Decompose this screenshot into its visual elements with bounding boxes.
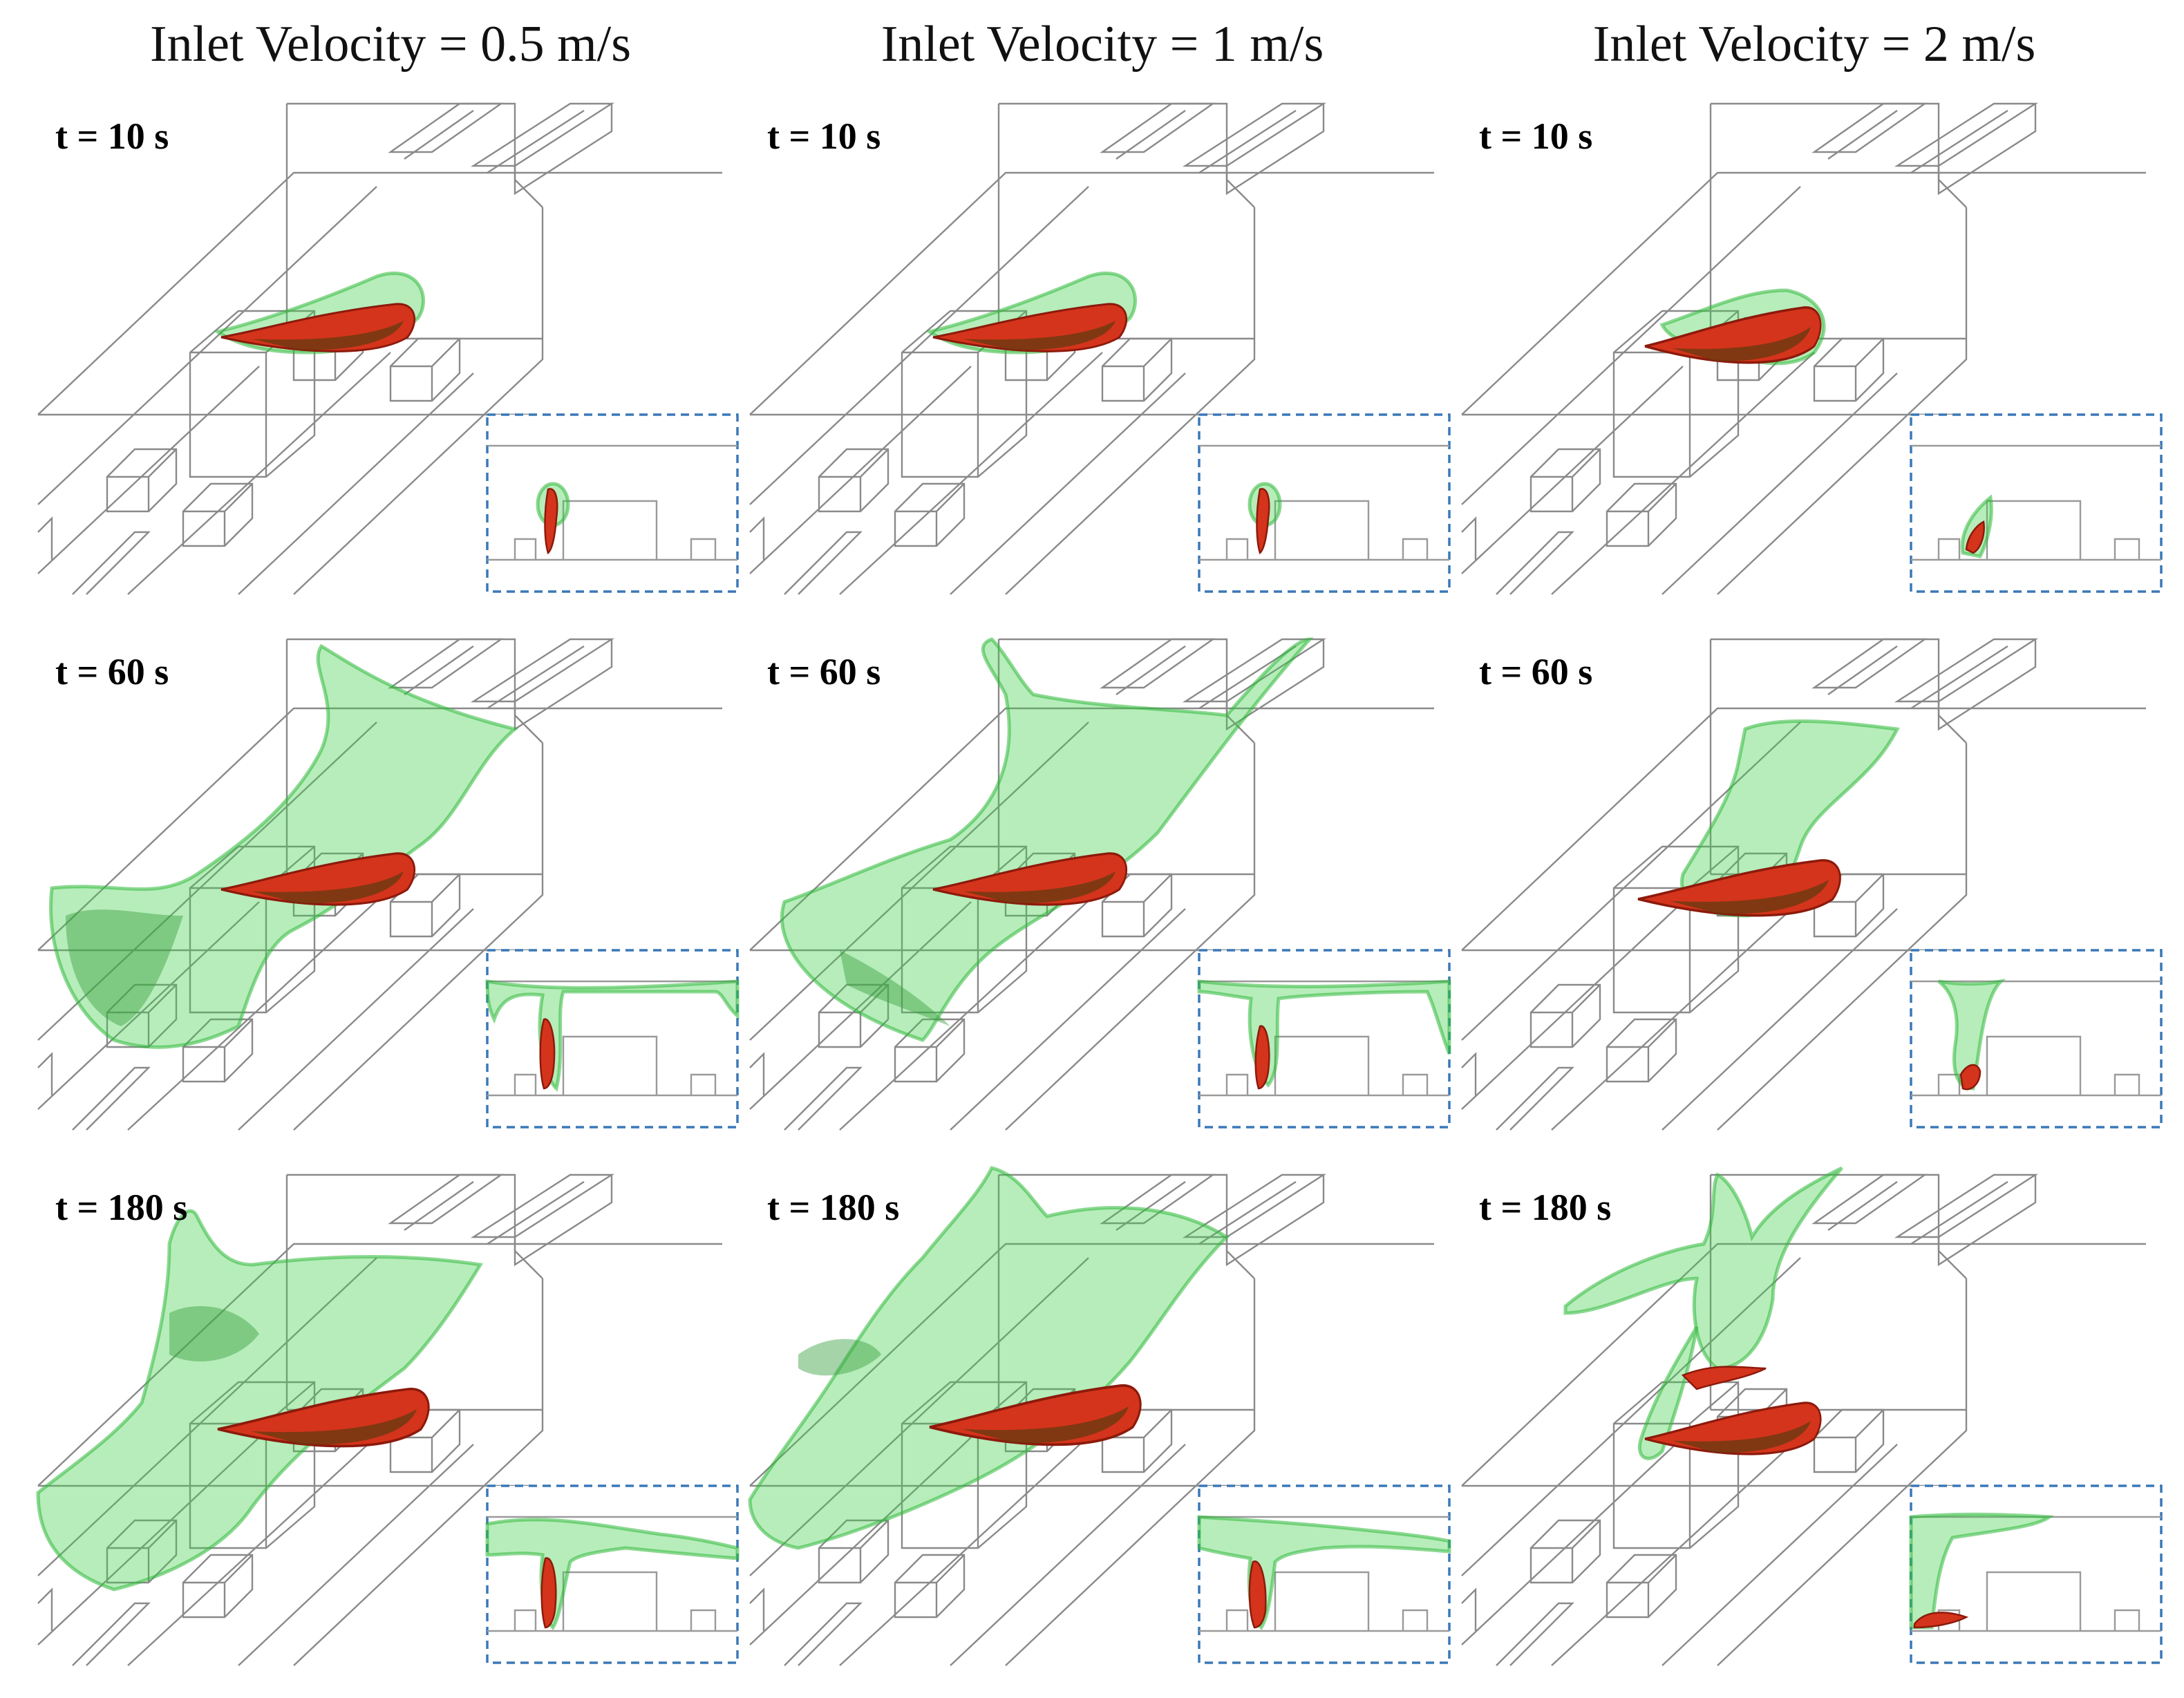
plume-outer	[748, 1166, 1230, 1550]
time-label: t = 180 s	[55, 1187, 187, 1228]
panel-0-2	[1460, 102, 2163, 596]
panel-2-0	[36, 1173, 740, 1667]
inset-section-view	[1910, 413, 2163, 593]
plume-outer	[48, 643, 519, 1049]
plume-outer	[1563, 1166, 1843, 1370]
inset-section-view	[485, 949, 740, 1129]
time-label: t = 180 s	[1479, 1187, 1611, 1228]
panel-1-1	[749, 637, 1451, 1131]
column-header: Inlet Velocity = 1 m/s	[881, 16, 1324, 73]
panel-1-0	[37, 638, 740, 1131]
inset-section-view	[1197, 1484, 1451, 1664]
time-label: t = 180 s	[767, 1187, 899, 1228]
time-label: t = 10 s	[55, 115, 169, 157]
time-label: t = 10 s	[1479, 115, 1592, 157]
inset-section-view	[1909, 1484, 2163, 1664]
inset-section-view	[485, 1484, 740, 1664]
inset-section-view	[1910, 949, 2163, 1129]
panel-0-1	[749, 102, 1451, 596]
column-header: Inlet Velocity = 2 m/s	[1593, 16, 2036, 73]
plume-outer	[36, 1209, 484, 1592]
plume-outer	[780, 637, 1314, 1042]
inset-section-view	[1198, 413, 1451, 593]
panel-2-1	[748, 1166, 1451, 1667]
inset-section-view	[1197, 949, 1451, 1129]
time-label: t = 60 s	[1479, 651, 1592, 692]
time-label: t = 10 s	[767, 115, 881, 157]
panel-0-0	[37, 102, 739, 596]
panel-1-2	[1460, 638, 2163, 1131]
panel-2-2	[1460, 1166, 2163, 1667]
time-label: t = 60 s	[767, 651, 881, 692]
inset-section-view	[486, 413, 739, 593]
column-header: Inlet Velocity = 0.5 m/s	[150, 16, 631, 73]
time-label: t = 60 s	[55, 651, 169, 692]
